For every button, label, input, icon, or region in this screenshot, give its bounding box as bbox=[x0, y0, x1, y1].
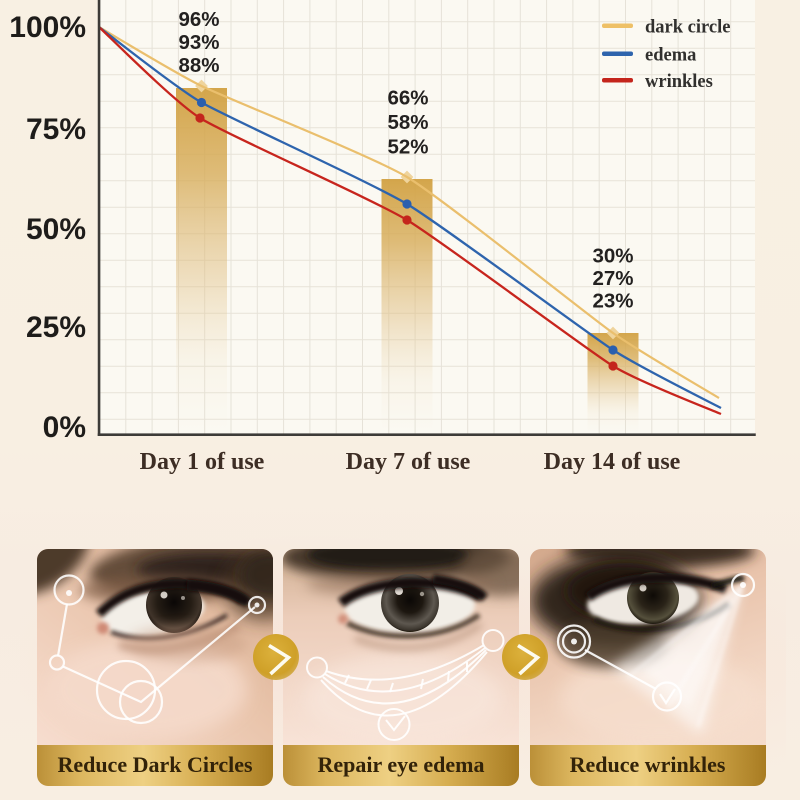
svg-text:Day 7 of use: Day 7 of use bbox=[346, 449, 471, 475]
svg-text:88%: 88% bbox=[178, 54, 219, 77]
svg-text:66%: 66% bbox=[387, 87, 428, 110]
svg-text:100%: 100% bbox=[9, 11, 86, 44]
svg-text:edema: edema bbox=[645, 46, 696, 66]
svg-text:75%: 75% bbox=[26, 113, 86, 146]
svg-text:Day 14 of use: Day 14 of use bbox=[544, 449, 681, 475]
svg-text:58%: 58% bbox=[387, 111, 428, 134]
svg-text:wrinkles: wrinkles bbox=[645, 72, 713, 92]
svg-text:23%: 23% bbox=[592, 290, 633, 313]
svg-text:dark circle: dark circle bbox=[645, 18, 730, 38]
svg-text:30%: 30% bbox=[592, 245, 633, 268]
svg-text:93%: 93% bbox=[178, 31, 219, 54]
svg-text:52%: 52% bbox=[387, 136, 428, 159]
svg-text:50%: 50% bbox=[26, 213, 86, 246]
svg-text:96%: 96% bbox=[178, 8, 219, 31]
svg-text:27%: 27% bbox=[592, 267, 633, 290]
svg-text:Day 1 of use: Day 1 of use bbox=[140, 449, 265, 475]
svg-text:25%: 25% bbox=[26, 311, 86, 344]
svg-text:0%: 0% bbox=[43, 411, 86, 444]
